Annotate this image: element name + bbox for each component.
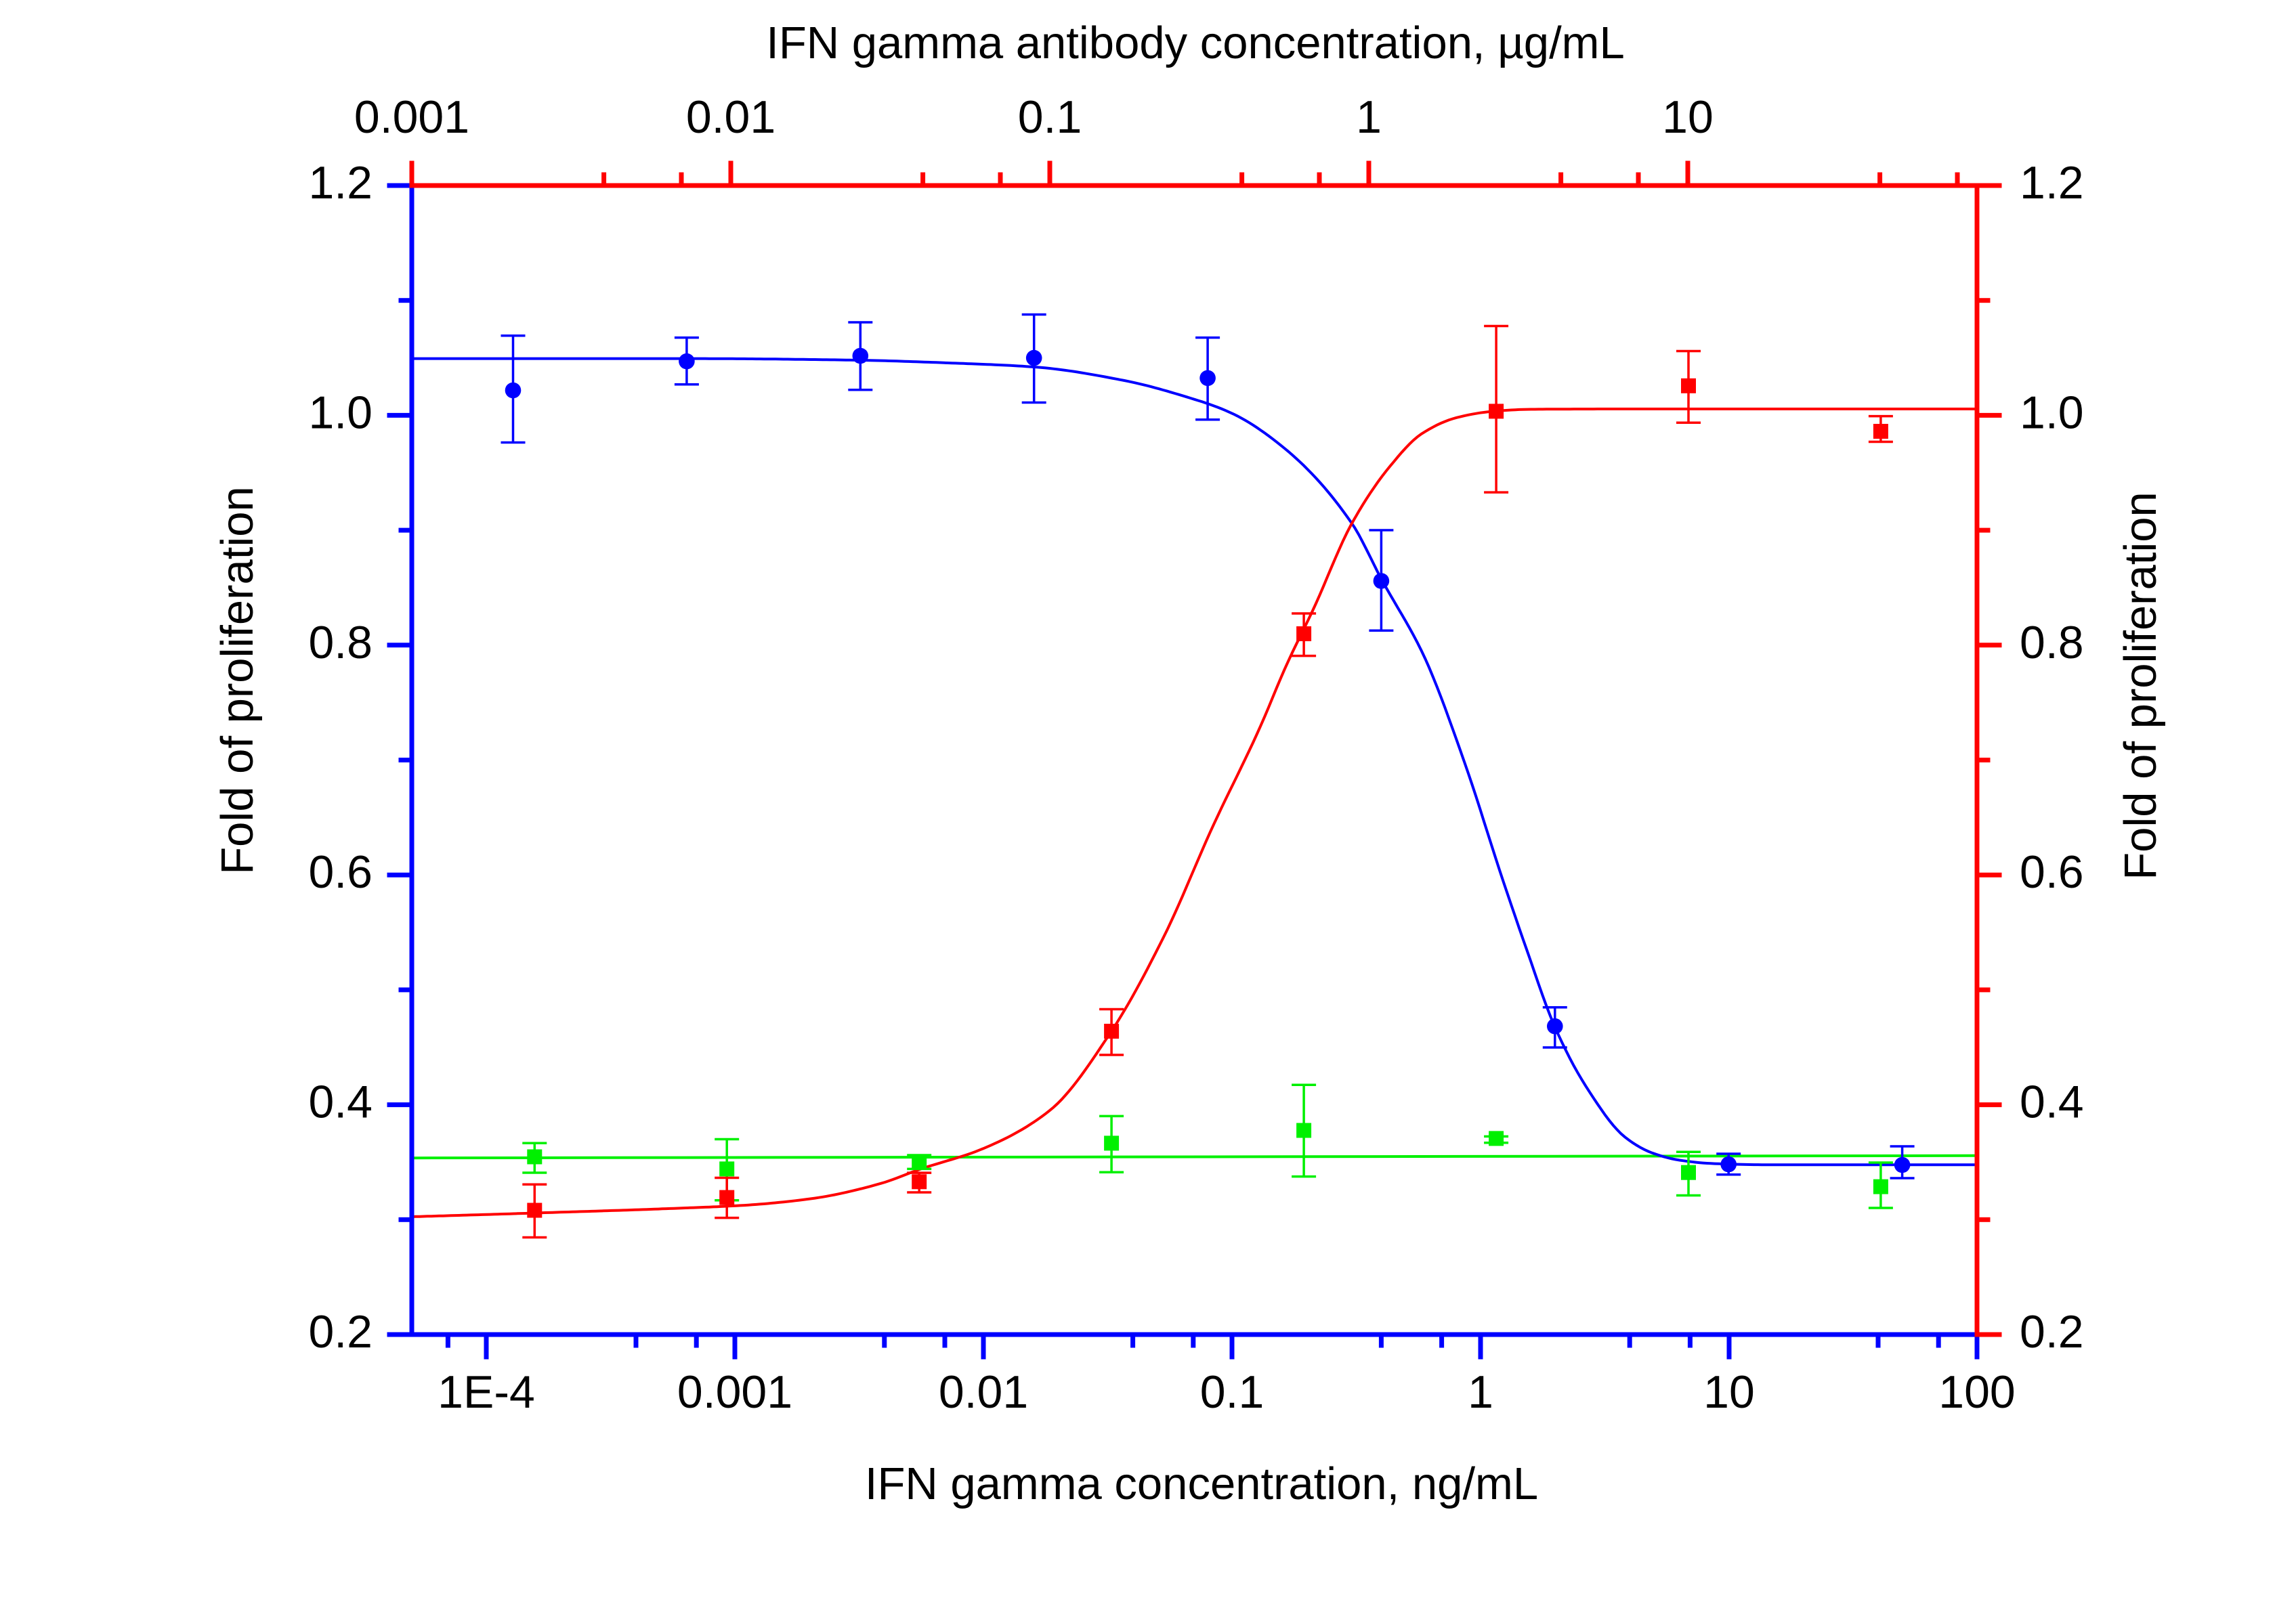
svg-text:1.0: 1.0 — [308, 387, 373, 438]
svg-text:0.4: 0.4 — [308, 1077, 373, 1128]
svg-text:1.2: 1.2 — [2020, 157, 2084, 209]
svg-text:100: 100 — [1938, 1366, 2015, 1418]
svg-text:0.2: 0.2 — [2020, 1306, 2084, 1358]
svg-text:IFN gamma concentration, ng/mL: IFN gamma concentration, ng/mL — [865, 1458, 1538, 1509]
svg-text:10: 10 — [1703, 1366, 1755, 1418]
svg-text:1: 1 — [1356, 91, 1382, 143]
svg-text:0.001: 0.001 — [354, 91, 469, 143]
svg-text:1E-4: 1E-4 — [438, 1366, 535, 1418]
svg-text:0.01: 0.01 — [939, 1366, 1028, 1418]
svg-text:0.1: 0.1 — [1018, 91, 1082, 143]
svg-text:1.2: 1.2 — [308, 157, 373, 209]
svg-text:1: 1 — [1468, 1366, 1493, 1418]
svg-text:10: 10 — [1662, 91, 1714, 143]
svg-text:0.01: 0.01 — [686, 91, 775, 143]
svg-text:Fold of proliferation: Fold of proliferation — [2115, 492, 2166, 880]
svg-text:0.8: 0.8 — [2020, 617, 2084, 668]
svg-text:IFN gamma antibody concentrati: IFN gamma antibody concentration, µg/mL — [766, 18, 1625, 68]
svg-text:0.001: 0.001 — [677, 1366, 792, 1418]
svg-text:1.0: 1.0 — [2020, 387, 2084, 438]
svg-text:0.1: 0.1 — [1200, 1366, 1264, 1418]
svg-text:Fold of proliferation: Fold of proliferation — [212, 486, 263, 875]
svg-text:0.6: 0.6 — [2020, 846, 2084, 898]
svg-text:0.6: 0.6 — [308, 846, 373, 898]
svg-text:0.8: 0.8 — [308, 617, 373, 668]
svg-text:0.4: 0.4 — [2020, 1077, 2084, 1128]
svg-text:0.2: 0.2 — [308, 1306, 373, 1358]
